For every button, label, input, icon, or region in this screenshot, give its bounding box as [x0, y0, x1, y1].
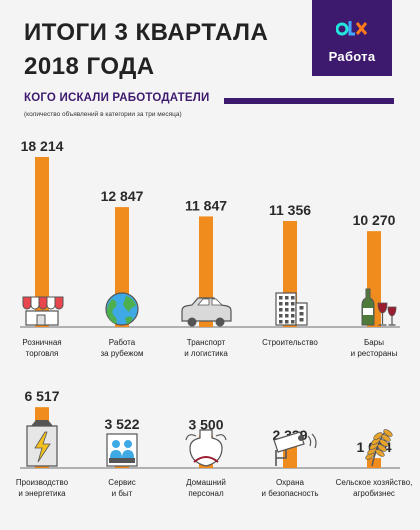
category-label: Бары и рестораны — [350, 338, 398, 358]
security-camera-icon — [273, 431, 317, 466]
data-label: 11 847 — [185, 197, 227, 213]
service-people-icon — [106, 433, 138, 467]
car-icon — [181, 297, 232, 327]
data-label: 3 500 — [188, 416, 223, 432]
apron-icon — [185, 429, 227, 467]
category-label: Транспорт и логистика — [184, 338, 228, 358]
category-label: Охрана и безопасность — [261, 478, 319, 498]
subtitle-accent-bar — [224, 98, 394, 104]
category-label: Сельское хозяйство, агробизнес — [335, 478, 413, 498]
category-label: Сервис и быт — [108, 478, 136, 498]
data-label: 11 356 — [269, 202, 311, 218]
globe-icon — [105, 292, 139, 326]
building-icon — [275, 292, 308, 326]
olx-logo: Работа — [312, 0, 392, 76]
title-line-1: ИТОГИ 3 КВАРТАЛА — [24, 19, 269, 46]
title-line-2: 2018 ГОДА — [24, 53, 155, 80]
bar — [367, 458, 381, 468]
logo-text: Работа — [328, 49, 376, 64]
chart-subtitle: КОГО ИСКАЛИ РАБОТОДАТЕЛИ — [24, 92, 210, 104]
storefront-icon — [22, 296, 64, 326]
data-label: 18 214 — [21, 138, 64, 154]
chart-note: (количество объявлений в категории за тр… — [24, 111, 182, 118]
wine-bottle-icon — [361, 288, 397, 326]
wheat-icon — [365, 429, 393, 467]
category-label: Домашний персонал — [186, 478, 226, 498]
data-label: 12 847 — [101, 188, 144, 204]
bar — [35, 157, 49, 327]
category-label: Производство и энергетика — [15, 478, 69, 498]
data-label: 6 517 — [24, 388, 59, 404]
factory-lightning-icon — [26, 420, 58, 467]
category-label: Работа за рубежом — [100, 338, 144, 358]
olx-mark-icon — [336, 21, 368, 36]
data-label: 10 270 — [353, 212, 396, 228]
category-label: Розничная торговля — [22, 338, 62, 358]
category-label: Строительство — [262, 338, 318, 347]
page-title: ИТОГИ 3 КВАРТАЛА 2018 ГОДА — [24, 16, 268, 84]
data-label: 3 522 — [104, 416, 139, 432]
